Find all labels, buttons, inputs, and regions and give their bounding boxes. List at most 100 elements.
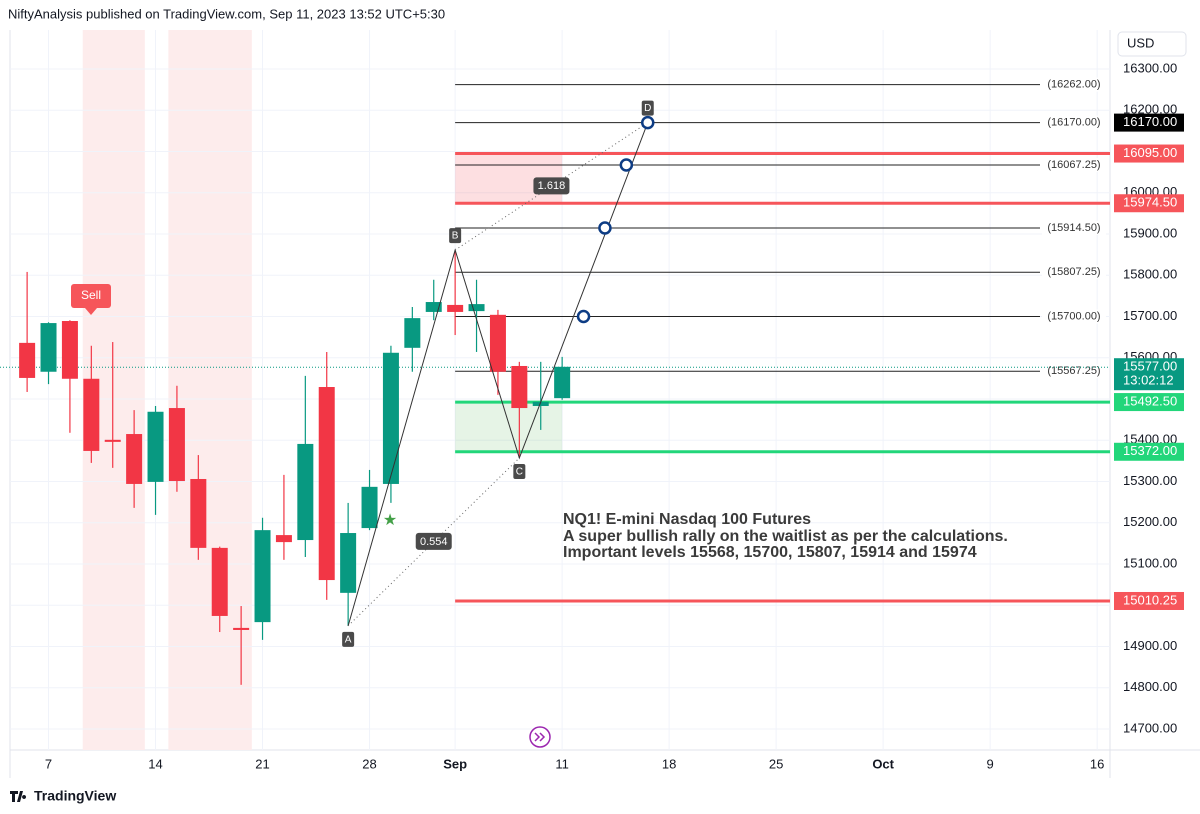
candle-body — [254, 530, 271, 623]
candle-body — [297, 443, 314, 541]
x-tick-label: 9 — [987, 756, 994, 771]
footer: TradingView — [34, 788, 116, 804]
y-tick-label: 15800.00 — [1123, 267, 1177, 282]
axis-label-bg — [1114, 393, 1184, 412]
axis-label-bg — [1114, 113, 1184, 132]
axis-label-bg — [1114, 144, 1184, 163]
axis-label: 15974.50 — [1123, 195, 1177, 210]
level-label: (15807.25) — [1047, 266, 1100, 278]
x-tick-label: 21 — [255, 756, 269, 771]
candle-body — [425, 302, 442, 312]
pattern-point-box — [513, 463, 526, 479]
x-tick-label: 28 — [362, 756, 376, 771]
x-tick-label: Oct — [872, 756, 894, 771]
ratio-label: 1.618 — [538, 180, 566, 192]
y-tick-label: 15100.00 — [1123, 555, 1177, 570]
candle-body — [190, 478, 207, 548]
candle-body — [382, 352, 399, 484]
axis-label: 15372.00 — [1123, 443, 1177, 458]
header: NiftyAnalysis published on TradingView.c… — [8, 6, 445, 21]
ratio-box — [533, 177, 570, 195]
candle-body — [19, 342, 36, 378]
candle-body — [468, 304, 485, 312]
candle-body — [554, 366, 571, 399]
replay-arrows — [534, 732, 546, 742]
axis-label: 15492.50 — [1123, 394, 1177, 409]
candle-body — [361, 486, 378, 529]
pattern-point-label: C — [516, 467, 523, 478]
pattern-point-box — [449, 228, 462, 244]
target-circle — [619, 158, 634, 172]
sell-pointer — [85, 308, 97, 315]
candle-body — [147, 411, 164, 482]
shaded-period — [168, 30, 252, 750]
annotation-line: NQ1! E-mini Nasdaq 100 Futures — [563, 511, 811, 528]
logo-mark — [10, 791, 27, 802]
level-label: (16262.00) — [1047, 79, 1100, 91]
pattern-point-label: D — [644, 103, 651, 114]
y-tick-label: 14700.00 — [1123, 720, 1177, 735]
level-label-bg — [1042, 220, 1106, 235]
pattern-point-box — [342, 631, 355, 647]
annotation-line: A super bullish rally on the waitlist as… — [563, 528, 1008, 545]
axis-label-bg — [1114, 194, 1184, 213]
y-tick-label: 14900.00 — [1123, 638, 1177, 653]
level-label: (15914.50) — [1047, 222, 1100, 234]
sell-signal: Sell — [71, 284, 111, 315]
candle-body — [40, 323, 57, 372]
sell-label: Sell — [81, 288, 101, 302]
candle-body — [489, 314, 506, 372]
level-label-bg — [1042, 77, 1106, 92]
ratio-label: 0.554 — [420, 536, 448, 548]
annotation-line: Important levels 15568, 15700, 15807, 15… — [563, 544, 977, 561]
level-label: (16170.00) — [1047, 117, 1100, 129]
x-tick-label: 14 — [148, 756, 162, 771]
replay-icon[interactable] — [529, 726, 551, 748]
ratio-box — [415, 532, 452, 550]
sell-box — [71, 284, 111, 308]
currency: USD — [1127, 35, 1154, 50]
y-tick-label: 16300.00 — [1123, 60, 1177, 75]
target-circle — [598, 221, 612, 235]
pattern-point-label: A — [345, 634, 352, 645]
target-circle — [576, 309, 591, 324]
y-tick-label: 15900.00 — [1123, 225, 1177, 240]
level-label: (15567.25) — [1047, 365, 1100, 377]
candle-body — [404, 318, 421, 348]
level-label-bg — [1042, 157, 1106, 172]
axis-label: 15010.25 — [1123, 592, 1177, 607]
y-tick-label: 16200.00 — [1123, 102, 1177, 117]
current-price-label: 15577.00 — [1123, 359, 1177, 374]
zone — [455, 402, 563, 452]
candle-body — [104, 439, 121, 442]
y-tick-label: 15300.00 — [1123, 473, 1177, 488]
level-label: (16067.25) — [1047, 159, 1100, 171]
countdown: 13:02:12 — [1123, 373, 1174, 388]
candle-body — [233, 627, 250, 630]
level-label-bg — [1042, 265, 1106, 280]
x-tick-label: 11 — [555, 756, 569, 771]
level-label-bg — [1042, 364, 1106, 379]
level-label: (15700.00) — [1047, 310, 1100, 322]
candle-body — [211, 547, 228, 616]
candle-body — [168, 408, 185, 482]
pattern-line — [347, 122, 649, 626]
axis-label-bg — [1114, 591, 1184, 610]
x-tick-label: 18 — [662, 756, 676, 771]
candle-body — [275, 535, 292, 543]
logo: TradingView — [10, 788, 116, 804]
candle-body — [83, 378, 100, 451]
level-label-bg — [1042, 115, 1106, 130]
x-tick-label: Sep — [443, 756, 467, 771]
candle-body — [447, 304, 464, 312]
candle-body — [340, 533, 357, 593]
currency-box[interactable] — [1117, 31, 1187, 57]
x-tick-label: 7 — [45, 756, 52, 771]
current-price-box — [1114, 358, 1184, 391]
candle-body — [61, 321, 78, 379]
candle-body — [126, 434, 143, 484]
axis-label-bg — [1114, 442, 1184, 461]
y-tick-label: 14800.00 — [1123, 679, 1177, 694]
target-circle — [640, 115, 655, 130]
